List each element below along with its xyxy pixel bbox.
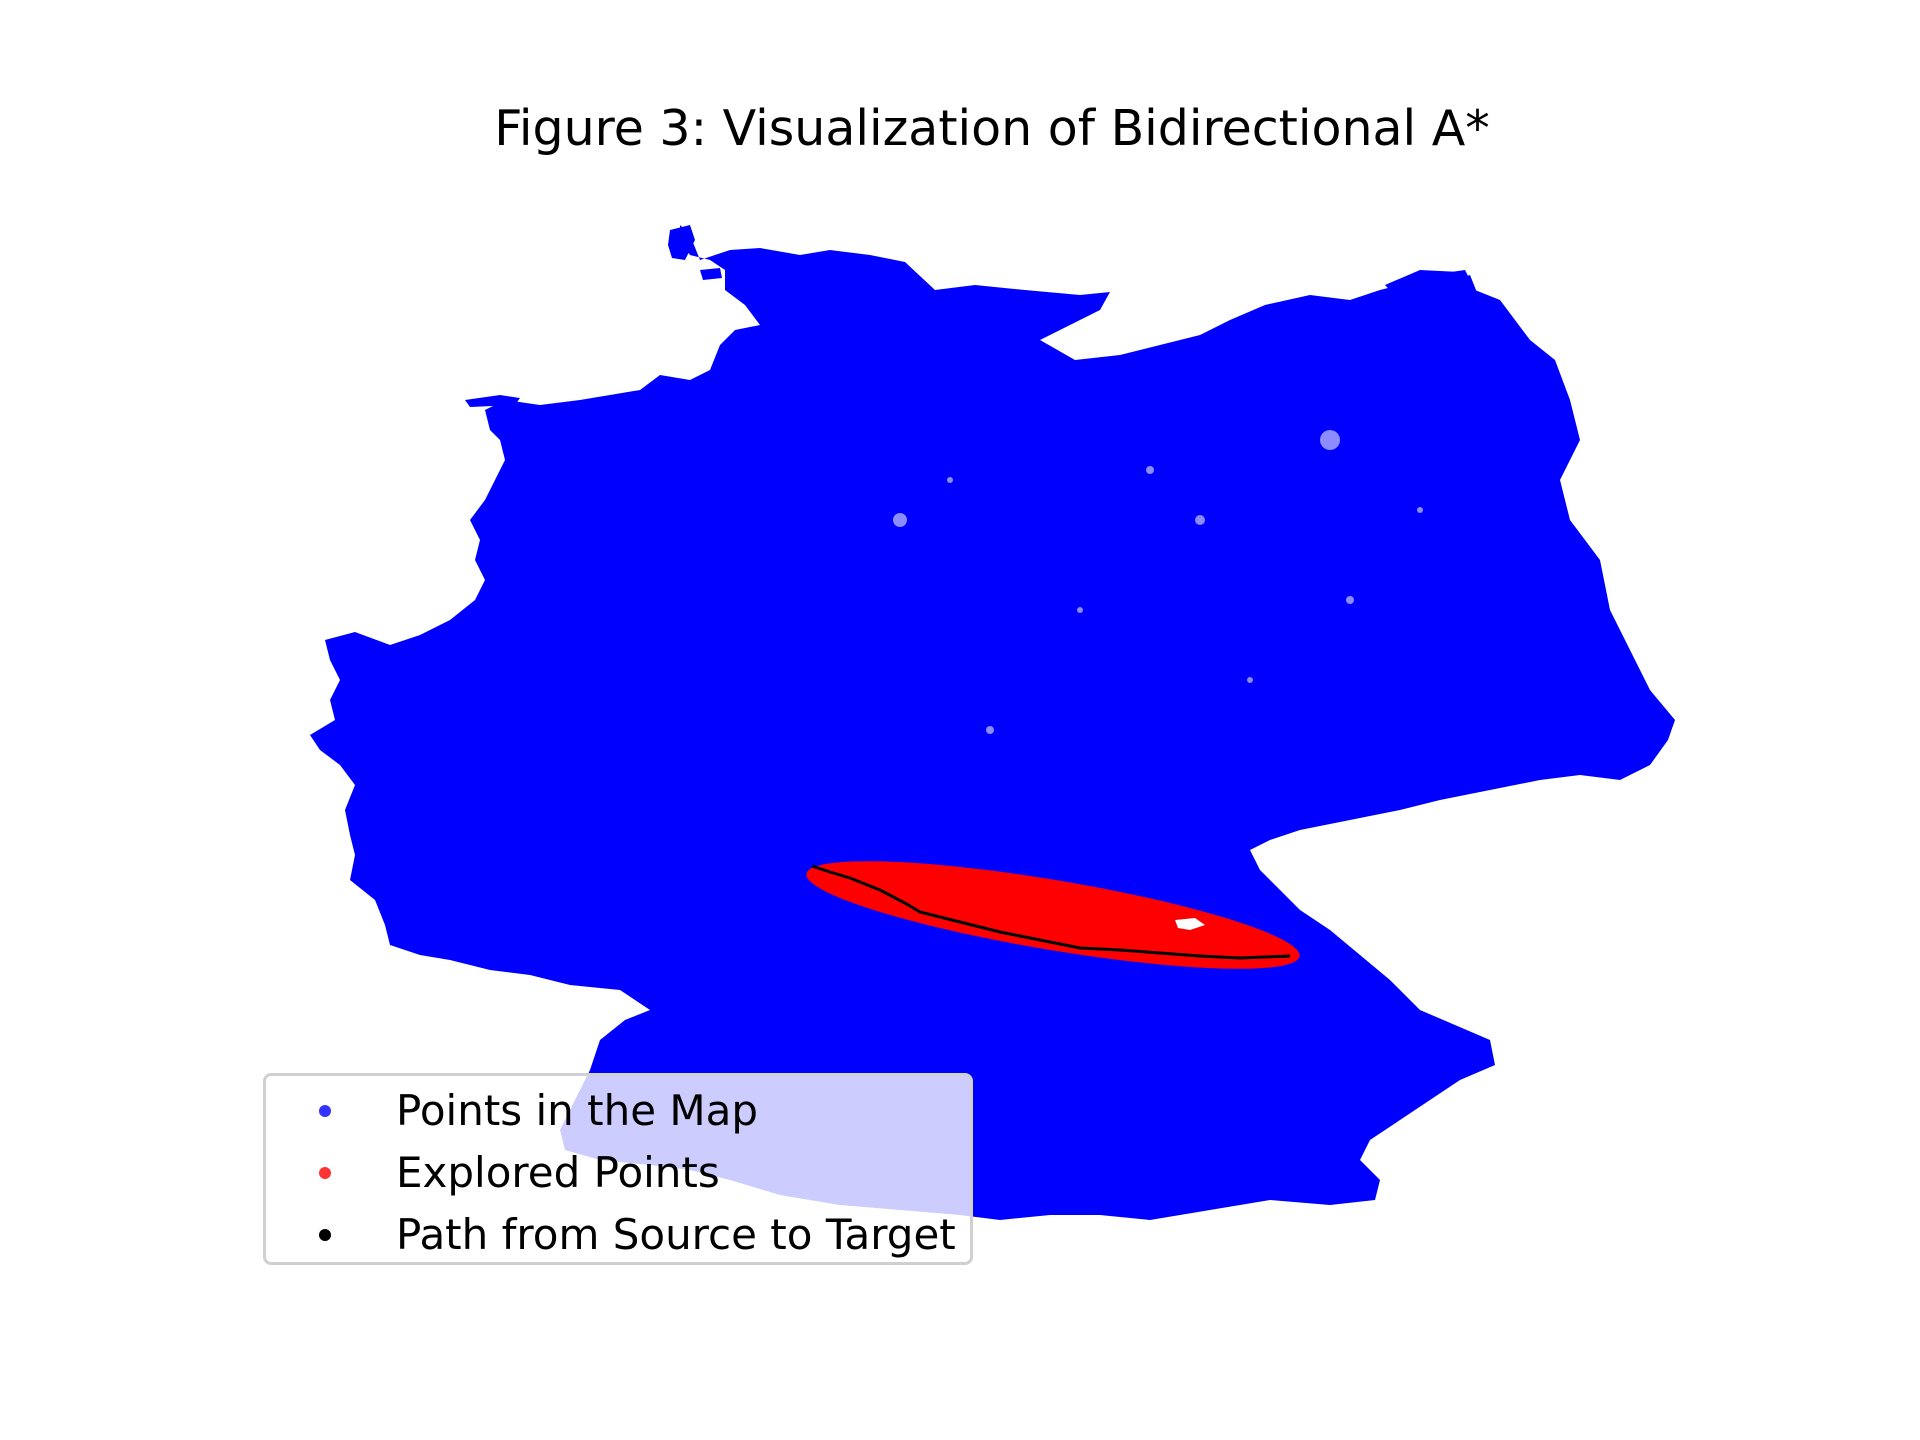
map-points-island xyxy=(1385,270,1465,296)
legend-item-path: Path from Source to Target xyxy=(266,1210,970,1260)
legend: Points in the Map Explored Points Path f… xyxy=(263,1073,973,1265)
explored-gap xyxy=(1175,918,1205,930)
legend-marker-red xyxy=(319,1167,331,1179)
legend-item-explored-points: Explored Points xyxy=(266,1148,970,1198)
map-points-island xyxy=(465,395,520,407)
map-points-island xyxy=(700,268,722,280)
map-points-island xyxy=(668,225,695,260)
map-points-island xyxy=(1450,275,1480,302)
map-density-gaps xyxy=(893,430,1423,734)
legend-item-map-points: Points in the Map xyxy=(266,1086,970,1136)
path-source-target xyxy=(811,864,1291,960)
legend-label: Path from Source to Target xyxy=(396,1210,956,1259)
legend-marker-black xyxy=(319,1229,331,1241)
legend-label: Explored Points xyxy=(396,1148,720,1197)
explored-points-region xyxy=(806,861,1300,969)
legend-label: Points in the Map xyxy=(396,1086,759,1135)
chart-title: Figure 3: Visualization of Bidirectional… xyxy=(494,100,1490,157)
legend-marker-blue xyxy=(319,1105,331,1117)
map-points-region xyxy=(310,225,1675,1220)
